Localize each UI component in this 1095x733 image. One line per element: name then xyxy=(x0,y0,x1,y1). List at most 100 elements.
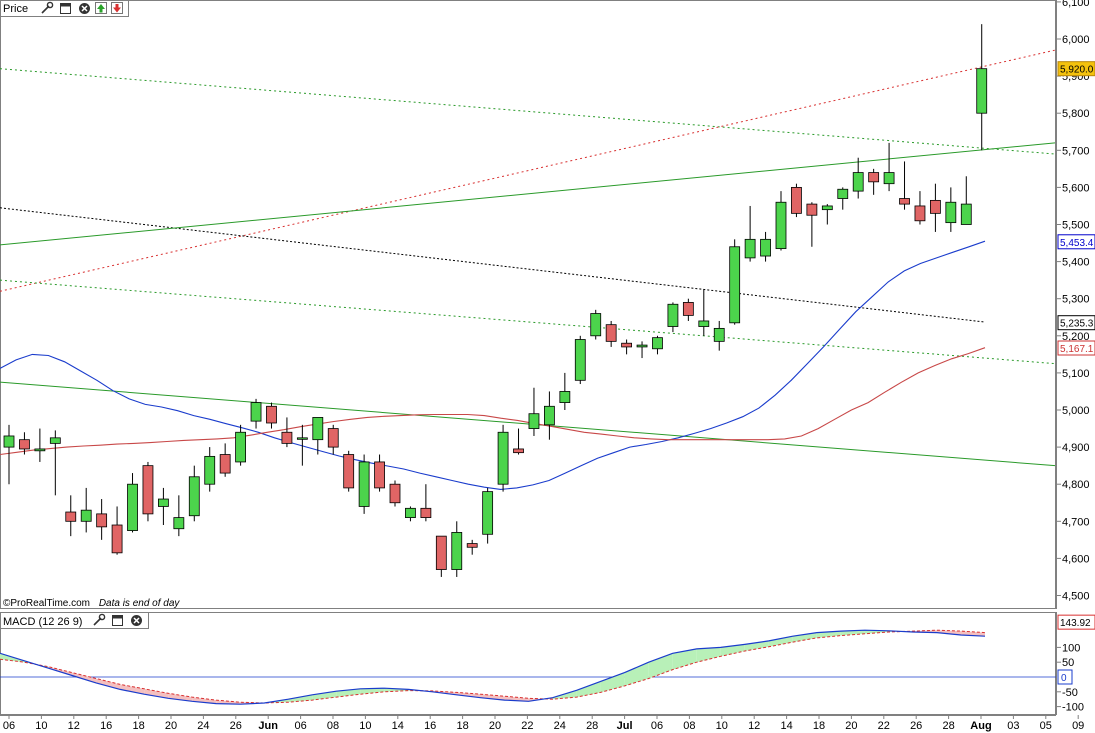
candle xyxy=(482,487,494,544)
candle xyxy=(698,289,710,336)
candle-body-up xyxy=(528,413,540,429)
candle-body-up xyxy=(157,498,169,507)
price-tick-label: 5,200 xyxy=(1062,331,1090,343)
candle-body-down xyxy=(899,198,910,205)
arrow-down-icon[interactable] xyxy=(111,2,123,14)
candle-body-up xyxy=(544,405,555,426)
time-tick-label: 18 xyxy=(132,720,144,732)
price-tick-label: 5,300 xyxy=(1062,294,1090,306)
candle-body-down xyxy=(930,199,941,214)
candle xyxy=(466,539,478,555)
candle xyxy=(19,432,30,455)
wrench-icon[interactable] xyxy=(41,1,54,14)
candle-body-down xyxy=(621,342,632,348)
candle-body-up xyxy=(590,313,602,337)
candlestick-layer xyxy=(3,24,988,577)
window-icon[interactable] xyxy=(112,615,123,626)
candle-body-up xyxy=(482,491,494,535)
candle-body-up xyxy=(652,337,663,350)
time-tick-label: 12 xyxy=(68,720,80,732)
candle-body-down xyxy=(374,461,385,489)
window-icon[interactable] xyxy=(60,3,71,14)
candle-body-down xyxy=(466,543,478,548)
macd-histogram-fill xyxy=(144,688,169,699)
arrow-up-icon[interactable] xyxy=(95,2,107,14)
candle xyxy=(621,339,632,355)
candle-body-down xyxy=(389,483,401,504)
macd-histogram-fill xyxy=(936,630,961,635)
indicator-tag-box xyxy=(1057,234,1095,250)
price-panel-frame xyxy=(0,0,1056,609)
macd-histogram-fill xyxy=(720,644,745,657)
candle xyxy=(945,187,957,232)
price-tick-label: 5,000 xyxy=(1062,405,1090,417)
candle-body-up xyxy=(775,201,787,250)
candle xyxy=(389,480,401,507)
trendline-lower-green-solid xyxy=(0,381,1056,467)
candle-body-up xyxy=(405,507,416,518)
candle-body-down xyxy=(914,205,926,222)
candle-body-down xyxy=(682,302,694,316)
indicator-tag-box xyxy=(1057,315,1095,331)
candle xyxy=(374,454,385,492)
macd-histogram-fill xyxy=(96,678,121,690)
macd-last-tag: 143.92 xyxy=(1060,618,1091,629)
time-tick-label: 14 xyxy=(392,720,404,732)
candle xyxy=(358,454,370,514)
time-tick-label: 20 xyxy=(845,720,857,732)
time-tick-label: 20 xyxy=(489,720,501,732)
macd-signal-line xyxy=(0,629,986,704)
candle xyxy=(760,231,771,262)
candle-body-down xyxy=(806,203,818,216)
price-tags: 5,920.0 5,453.4 5,235.3 5,167.1 xyxy=(1057,61,1095,356)
macd-histogram-fill xyxy=(192,697,217,704)
time-tick-label: 16 xyxy=(100,720,112,732)
candle xyxy=(111,506,123,555)
price-tick-label: 4,800 xyxy=(1062,479,1090,491)
time-tick-label: 26 xyxy=(230,720,242,732)
candle xyxy=(652,335,663,355)
candle-body-up xyxy=(80,509,92,522)
candle xyxy=(65,495,77,537)
candle xyxy=(914,191,926,225)
candle xyxy=(80,487,92,533)
time-tick-label: 28 xyxy=(942,720,954,732)
candle xyxy=(343,450,355,492)
candle-body-down xyxy=(96,513,108,528)
macd-zero-tag-box xyxy=(1057,669,1073,685)
candle xyxy=(157,487,169,526)
candle xyxy=(204,447,216,492)
candle xyxy=(420,484,432,522)
candle xyxy=(327,424,339,455)
candle-body-up xyxy=(188,476,200,517)
macd-tick-label: 100 xyxy=(1062,642,1080,654)
macd-tick-label: 50 xyxy=(1062,657,1074,669)
price-tick-label: 5,500 xyxy=(1062,220,1090,232)
wrench-icon[interactable] xyxy=(93,613,106,626)
candle-body-down xyxy=(111,524,123,554)
candle xyxy=(250,398,262,429)
candle xyxy=(960,176,972,225)
candle xyxy=(266,402,277,429)
candle xyxy=(976,24,988,151)
candle xyxy=(528,387,540,436)
candle-body-down xyxy=(791,186,802,214)
svg-text:©ProRealTime.com Data is e: ©ProRealTime.com Data is end of day xyxy=(3,598,180,609)
close-icon[interactable] xyxy=(131,615,142,626)
candle-body-up xyxy=(3,435,15,448)
trendline-layer xyxy=(0,49,1056,467)
close-icon[interactable] xyxy=(79,3,90,14)
candle xyxy=(852,157,864,199)
macd-histogram-fill xyxy=(840,630,865,636)
macd-axis: 100 50 -50 -100 0 143.92 xyxy=(1056,612,1095,715)
candle xyxy=(636,341,648,359)
macd-histogram-fill xyxy=(768,636,793,647)
candle xyxy=(775,191,787,251)
macd-panel-label: MACD (12 26 9) xyxy=(3,616,82,628)
macd-histogram-fill xyxy=(696,647,721,663)
time-tick-label: 18 xyxy=(456,720,468,732)
macd-histogram-fill xyxy=(480,694,505,701)
macd-histogram-fill xyxy=(648,653,673,679)
trendline-red-dotted xyxy=(0,49,1056,292)
macd-histogram-fill xyxy=(360,688,385,695)
